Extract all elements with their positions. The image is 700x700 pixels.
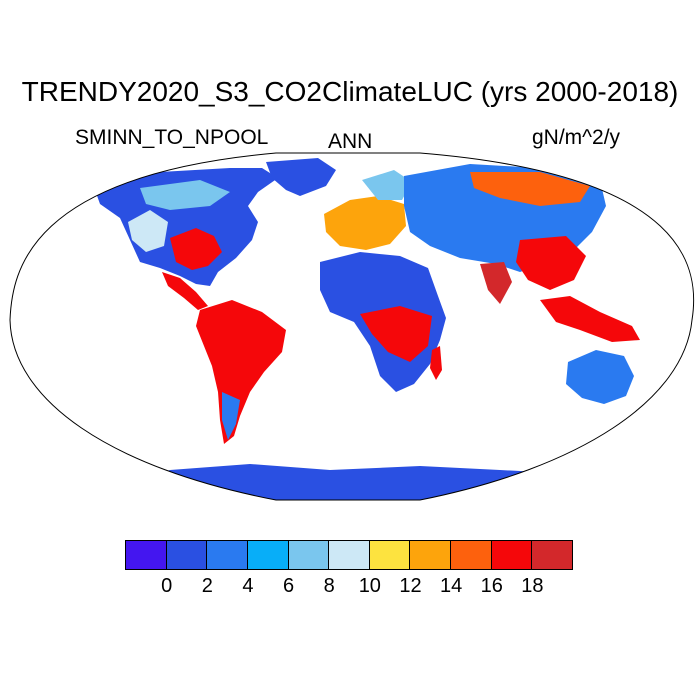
colorbar-tick-label: 4 — [242, 575, 254, 597]
land-antarctica — [100, 464, 640, 500]
season-label: ANN — [328, 130, 373, 153]
colorbar-bin — [165, 540, 208, 570]
map-title: TRENDY2020_S3_CO2ClimateLUC (yrs 2000-20… — [21, 76, 679, 107]
land-siberia — [470, 172, 590, 206]
colorbar-tick-label: 6 — [282, 575, 295, 597]
colorbar-tick-label: 2 — [201, 575, 213, 597]
land-north-america — [95, 168, 278, 286]
units-label: gN/m^2/y — [532, 126, 621, 149]
colorbar-tick-label: 10 — [358, 575, 381, 597]
land-china-east — [516, 236, 586, 290]
colorbar-tick-labels: 0 2 4 6 8 10 12 14 16 18 — [0, 575, 700, 601]
land-southeast-asia — [540, 296, 640, 342]
land-india — [480, 262, 512, 304]
variable-label: SMINN_TO_NPOOL — [75, 126, 269, 149]
land-new-zealand — [638, 398, 664, 426]
globe-outline — [9, 152, 695, 501]
colorbar-bin — [531, 540, 574, 570]
land-madagascar — [430, 346, 442, 380]
land-africa-central — [360, 306, 432, 362]
land-north-america-east — [170, 228, 222, 270]
colorbar-tick-label: 18 — [521, 575, 544, 597]
land-scandinavia — [362, 170, 412, 200]
colorbar-tick-label: 12 — [399, 575, 422, 597]
colorbar-bin — [328, 540, 370, 570]
colorbar-bin — [125, 540, 167, 570]
colorbar-bin — [206, 540, 248, 570]
colorbar-tick-label: 16 — [480, 575, 503, 597]
land-north-america-west — [128, 210, 168, 252]
land-south-america-south — [222, 392, 240, 440]
colorbar-tick-label: 14 — [439, 575, 463, 597]
land-europe — [324, 196, 406, 250]
colorbar-bin — [450, 540, 492, 570]
colorbar-bin — [490, 540, 533, 570]
colorbar-bin — [409, 540, 452, 570]
colorbar-tick-label: 8 — [323, 575, 335, 597]
colorbar-bin — [368, 540, 411, 570]
colorbar-bin — [287, 540, 330, 570]
land-south-america — [196, 300, 286, 444]
land-greenland — [266, 158, 336, 196]
land-australia — [566, 350, 634, 404]
land-central-america — [162, 272, 208, 310]
colorbar-bin — [246, 540, 289, 570]
colorbar-tick-label: 0 — [161, 575, 173, 597]
land-canada-north — [140, 180, 230, 210]
colorbar — [125, 540, 574, 570]
